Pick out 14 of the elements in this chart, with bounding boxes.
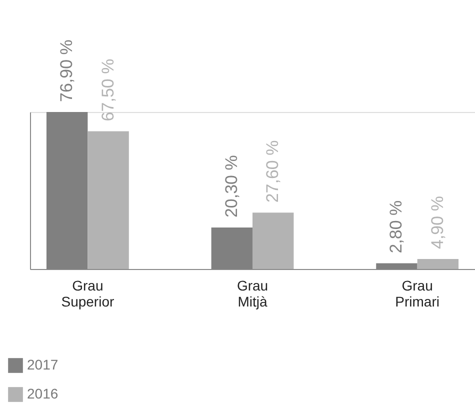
bar bbox=[417, 258, 459, 269]
x-tick-label: Grau Primari bbox=[395, 278, 440, 310]
x-tick-label: Grau Mitjà bbox=[236, 278, 268, 310]
bar bbox=[88, 131, 129, 269]
legend-label: 2017 bbox=[27, 356, 58, 372]
data-label: 76,90 % bbox=[57, 40, 76, 102]
data-label: 20,30 % bbox=[222, 155, 241, 218]
data-label: 4,90 % bbox=[428, 196, 447, 249]
legend-label: 2016 bbox=[27, 386, 58, 402]
data-label: 67,50 % bbox=[98, 58, 118, 122]
x-tick-label: Grau Superior bbox=[61, 278, 114, 310]
data-label: 27,60 % bbox=[263, 140, 282, 203]
bar bbox=[252, 212, 294, 269]
data-label: 2,80 % bbox=[386, 200, 406, 254]
